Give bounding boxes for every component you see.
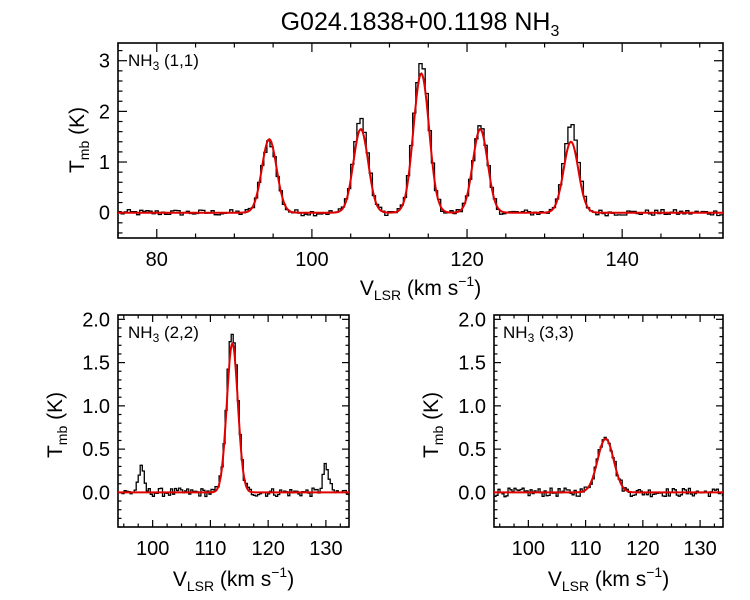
y-tick-label: 1.0 [458,396,486,418]
x-tick-label: 140 [605,249,638,271]
panel-label: NH3 (3,3) [503,323,574,345]
x-tick-label: 100 [295,249,328,271]
fit-curve-line [118,342,349,494]
plot-frame [117,314,350,528]
y-tick-label: 0.5 [82,439,110,461]
y-tick-label: 1.5 [458,353,486,375]
y-tick-label: 0.0 [458,482,486,504]
panel-nh3-1-1: 80 100 120 140 0 1 2 3 VLSR (km s−1) Tmb (K) NH3 (… [66,42,724,303]
figure-title: G024.1838+00.1198 NH3 [281,8,560,40]
x-tick-label: 130 [309,538,342,560]
x-tick-label: 120 [626,538,659,560]
plot-frame [493,314,724,528]
y-tick-label: 1.5 [82,353,110,375]
x-tick-label: 120 [450,249,483,271]
y-tick-label: 3 [99,51,110,73]
y-tick-label: 2 [99,101,110,123]
figure-title-subscript: 3 [550,23,559,40]
y-tick-label: 2.0 [458,309,486,331]
x-axis-label: VLSR (km s−1) [173,564,294,594]
y-axis-label: Tmb (K) [420,392,446,458]
y-tick-label: 1 [99,152,110,174]
plot-frame [117,42,724,239]
x-tick-label: 100 [512,538,545,560]
panel-label: NH3 (2,2) [128,323,199,345]
observed-spectrum-line [118,62,723,217]
x-tick-label: 130 [683,538,716,560]
y-tick-label: 0.5 [458,439,486,461]
fit-curve-line [118,72,723,214]
x-axis-label: VLSR (km s−1) [548,564,669,594]
x-tick-label: 110 [570,538,602,560]
y-tick-label: 2.0 [82,309,110,331]
y-tick-label: 0 [99,203,110,225]
y-axis-label: Tmb (K) [66,107,92,173]
x-tick-label: 80 [146,249,168,271]
x-tick-label: 120 [251,538,284,560]
observed-spectrum-line [494,436,724,498]
y-tick-label: 0.0 [82,482,110,504]
panel-nh3-2-2: 100 110 120 130 0.0 0.5 1.0 1.5 2.0 VLSR (km s−1)… [44,309,350,594]
panel-label: NH3 (1,1) [128,51,199,73]
x-axis-label: VLSR (km s−1) [360,273,481,303]
x-tick-label: 110 [194,538,226,560]
observed-spectrum-line [118,333,350,498]
y-tick-label: 1.0 [82,396,110,418]
fit-curve-line [494,437,723,494]
x-tick-label: 100 [136,538,169,560]
panel-nh3-3-3: 100 110 120 130 0.0 0.5 1.0 1.5 2.0 VLSR (km s−1)… [420,309,724,594]
y-axis-label: Tmb (K) [44,392,70,458]
